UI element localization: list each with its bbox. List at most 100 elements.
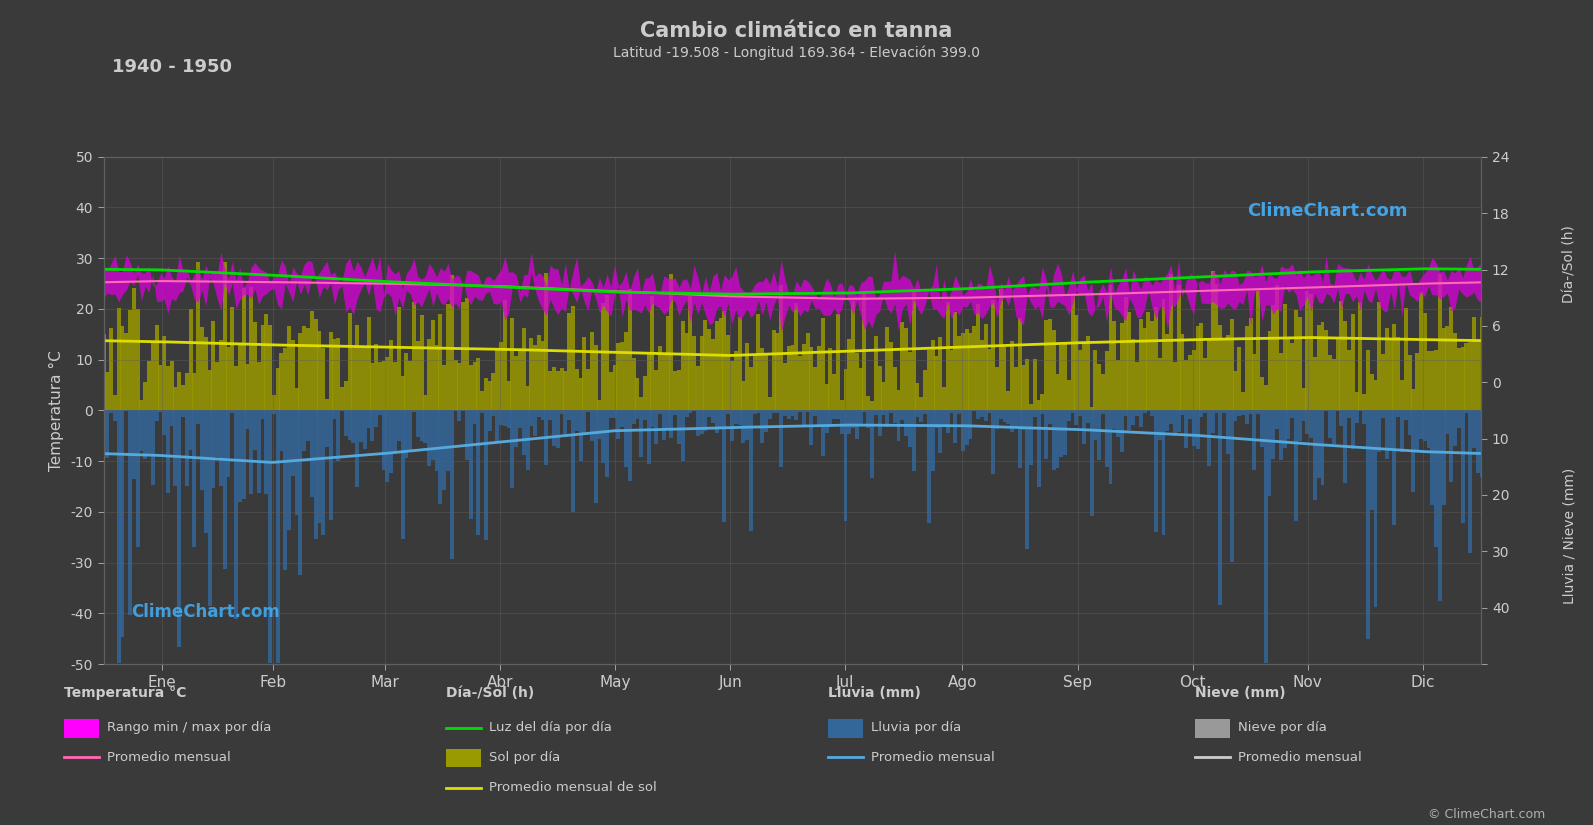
Bar — [1021, 411, 1026, 430]
Bar — [1241, 392, 1246, 411]
Bar — [1475, 339, 1480, 411]
Bar — [268, 325, 272, 411]
Bar — [594, 346, 597, 411]
Bar — [991, 300, 996, 411]
Bar — [284, 411, 287, 570]
Bar — [438, 314, 443, 411]
Bar — [1301, 388, 1306, 411]
Bar — [957, 411, 961, 413]
Bar — [249, 411, 253, 494]
Bar — [1018, 318, 1021, 411]
Bar — [1321, 322, 1324, 411]
Bar — [613, 411, 616, 417]
Bar — [1078, 411, 1082, 416]
Bar — [143, 411, 147, 460]
Bar — [1403, 308, 1408, 411]
Bar — [147, 361, 151, 411]
Bar — [503, 411, 507, 427]
Bar — [1192, 411, 1196, 446]
Bar — [938, 337, 941, 411]
Bar — [1104, 411, 1109, 467]
Bar — [1139, 411, 1142, 427]
Bar — [878, 411, 881, 436]
Bar — [575, 370, 578, 411]
Bar — [333, 340, 336, 411]
Text: ClimeChart.com: ClimeChart.com — [1247, 202, 1408, 220]
Bar — [1123, 411, 1128, 416]
Bar — [473, 362, 476, 411]
Bar — [1184, 361, 1188, 411]
Bar — [279, 411, 284, 451]
Bar — [1419, 411, 1423, 440]
Bar — [416, 342, 419, 411]
Bar — [110, 328, 113, 411]
Bar — [408, 361, 413, 411]
Bar — [325, 411, 328, 447]
Bar — [897, 390, 900, 411]
Bar — [328, 332, 333, 411]
Bar — [499, 411, 503, 425]
Bar — [347, 313, 352, 411]
Bar — [889, 411, 894, 412]
Bar — [1067, 380, 1070, 411]
Bar — [427, 339, 432, 411]
Bar — [1252, 354, 1257, 411]
Bar — [1013, 366, 1018, 411]
Bar — [597, 411, 602, 439]
Bar — [605, 411, 609, 477]
Bar — [631, 358, 636, 411]
Bar — [1233, 371, 1238, 411]
Bar — [628, 411, 632, 481]
Bar — [1180, 333, 1185, 411]
Bar — [840, 399, 844, 411]
Bar — [1147, 313, 1150, 411]
Bar — [336, 411, 341, 461]
Bar — [1442, 328, 1445, 411]
Bar — [386, 357, 389, 411]
Bar — [862, 411, 867, 412]
Bar — [867, 411, 870, 428]
Bar — [930, 411, 935, 471]
Bar — [620, 411, 624, 427]
Bar — [972, 326, 977, 411]
Bar — [624, 411, 628, 467]
Bar — [1400, 380, 1403, 411]
Bar — [419, 315, 424, 411]
Bar — [355, 411, 358, 487]
Bar — [382, 361, 386, 411]
Bar — [135, 309, 140, 411]
Bar — [704, 319, 707, 411]
Bar — [1365, 411, 1370, 639]
Bar — [1010, 411, 1015, 431]
Bar — [292, 340, 295, 411]
Bar — [515, 411, 518, 447]
Bar — [303, 411, 306, 451]
Bar — [1343, 411, 1348, 483]
Bar — [1309, 411, 1313, 437]
Bar — [339, 387, 344, 411]
Bar — [730, 361, 734, 411]
Bar — [272, 394, 276, 411]
Bar — [983, 323, 988, 411]
Bar — [1389, 411, 1392, 448]
Bar — [1445, 327, 1450, 411]
Bar — [1109, 285, 1112, 411]
Bar — [1464, 342, 1469, 411]
Bar — [605, 295, 609, 411]
Bar — [1219, 411, 1222, 605]
Bar — [589, 332, 594, 411]
Bar — [609, 411, 613, 418]
Bar — [1139, 319, 1142, 411]
Bar — [529, 411, 534, 426]
Text: Promedio mensual: Promedio mensual — [107, 751, 231, 764]
Bar — [559, 411, 564, 414]
Bar — [295, 411, 298, 516]
Bar — [578, 411, 583, 460]
Bar — [484, 411, 487, 540]
Bar — [1359, 302, 1362, 411]
Bar — [919, 397, 924, 411]
Bar — [680, 321, 685, 411]
Text: Sol por día: Sol por día — [489, 751, 561, 764]
Bar — [828, 411, 833, 427]
Bar — [749, 367, 753, 411]
